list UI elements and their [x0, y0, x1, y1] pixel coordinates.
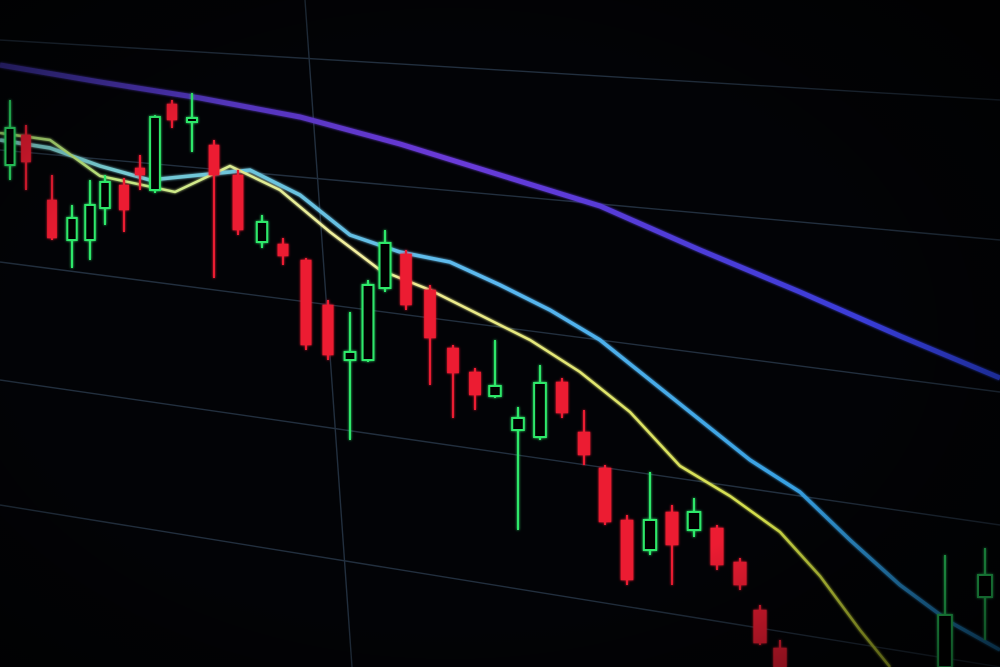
- page: Photo of a candlestick chart on a screen…: [0, 0, 1000, 667]
- body: (() => { const svg = document.getElement…: [0, 0, 1000, 667]
- vignette: [0, 0, 1000, 667]
- photo: [0, 0, 1000, 667]
